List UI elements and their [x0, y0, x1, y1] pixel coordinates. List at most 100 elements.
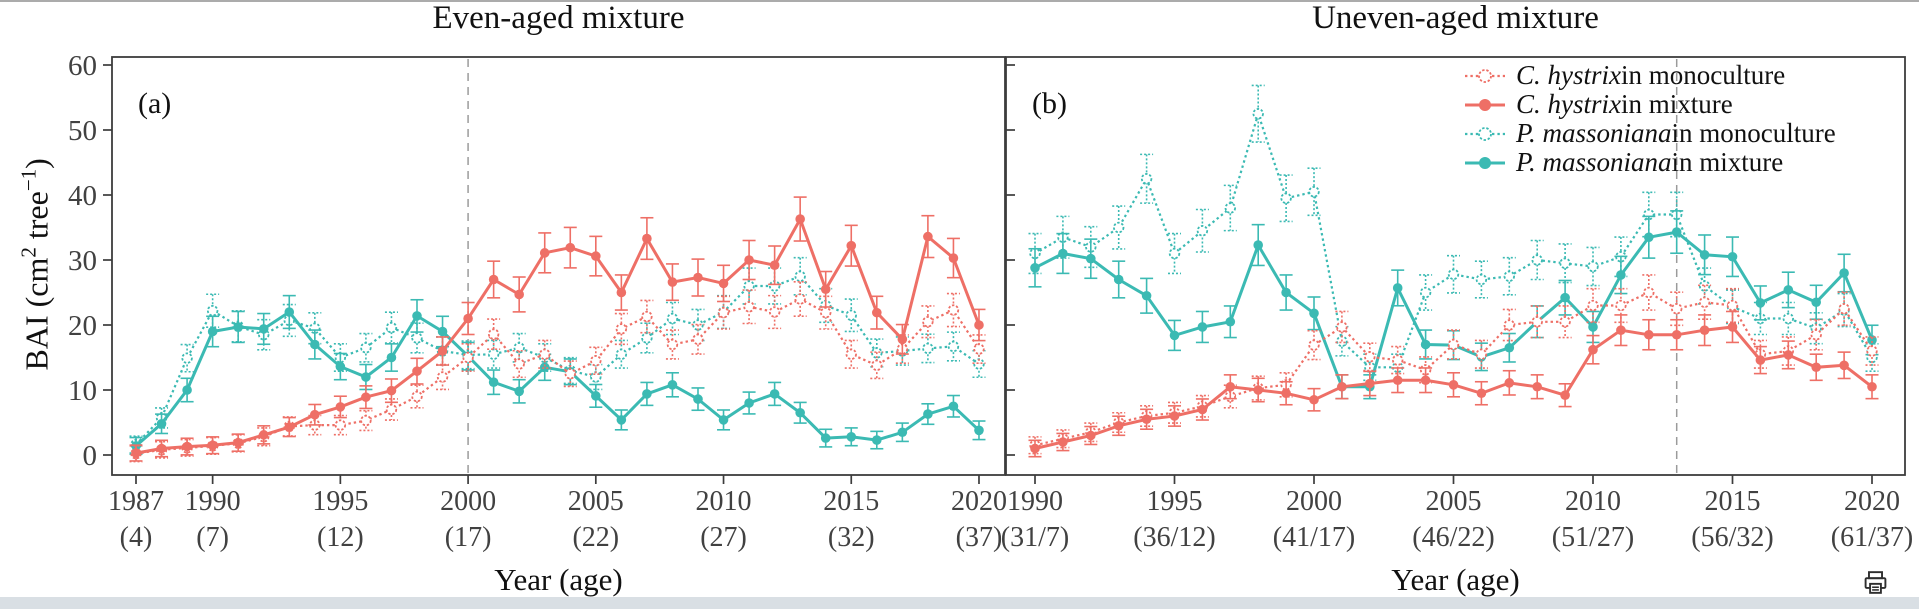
marker-open-circle	[334, 419, 347, 431]
marker-filled-circle	[310, 409, 320, 420]
marker-filled-circle	[616, 415, 627, 425]
panel-b-title: Uneven-aged mixture	[1312, 0, 1599, 36]
marker-open-circle	[1252, 108, 1264, 120]
printer-icon[interactable]	[1862, 569, 1889, 596]
marker-open-circle	[487, 328, 500, 340]
x-tick-age-label: (51/27)	[1552, 522, 1634, 553]
marker-filled-circle	[1392, 283, 1403, 293]
marker-open-circle	[922, 342, 934, 355]
panel-a-letter: (a)	[138, 87, 171, 120]
marker-open-circle	[1559, 316, 1571, 328]
marker-filled-circle	[1058, 248, 1068, 259]
y-tick-label: 60	[68, 50, 97, 82]
x-tick-age-label: (56/32)	[1691, 522, 1773, 553]
marker-filled-circle	[1644, 329, 1654, 340]
marker-open-circle	[411, 332, 423, 344]
marker-open-circle	[871, 359, 883, 372]
marker-filled-circle	[1588, 344, 1598, 355]
marker-filled-circle	[514, 386, 524, 397]
series-c-hystrix-in-mixture-panel-a	[129, 196, 986, 462]
chart-legend: C. hystrix in monoculture C. hystrix in m…	[1462, 60, 1836, 177]
marker-filled-circle	[1671, 227, 1682, 237]
marker-filled-circle	[1420, 375, 1431, 386]
marker-filled-circle	[1420, 339, 1431, 350]
x-tick-age-label: (12)	[317, 522, 364, 553]
x-tick-year-label: 2010	[696, 486, 752, 517]
marker-filled-circle	[1783, 285, 1794, 295]
marker-open-circle	[360, 414, 372, 427]
marker-open-circle	[1726, 299, 1739, 312]
marker-filled-circle	[1169, 411, 1180, 421]
series-c-hystrix-in-mixture-panel-b	[1028, 310, 1879, 458]
x-tick-year-label: 2015	[1705, 486, 1761, 517]
x-tick-year-label: 1987	[108, 486, 164, 517]
x-tick-age-label: (61/37)	[1831, 522, 1913, 553]
marker-open-circle	[1475, 273, 1488, 286]
marker-filled-circle	[795, 407, 805, 418]
marker-filled-circle	[1281, 388, 1291, 399]
x-tick-year-label: 2020	[1844, 486, 1900, 517]
marker-filled-circle	[1086, 430, 1096, 441]
marker-filled-circle	[1616, 270, 1626, 280]
marker-filled-circle	[1783, 350, 1794, 360]
marker-filled-circle	[1504, 342, 1515, 353]
marker-filled-circle	[335, 361, 346, 372]
marker-filled-circle	[1392, 375, 1403, 386]
marker-filled-circle	[1030, 443, 1040, 454]
marker-filled-circle	[310, 339, 320, 350]
marker-filled-circle	[1253, 240, 1263, 250]
marker-filled-circle	[974, 320, 984, 330]
marker-filled-circle	[1867, 381, 1877, 392]
x-tick-age-label: (32)	[828, 522, 875, 553]
marker-filled-circle	[1197, 404, 1208, 415]
x-tick-age-label: (27)	[700, 522, 747, 553]
marker-open-circle	[1391, 354, 1404, 366]
marker-open-circle	[641, 310, 653, 323]
marker-open-circle	[1587, 299, 1599, 312]
top-border-line	[0, 0, 1919, 2]
marker-filled-circle	[1225, 381, 1236, 392]
marker-filled-circle	[565, 242, 576, 253]
marker-filled-circle	[769, 389, 780, 399]
marker-filled-circle	[897, 427, 908, 438]
x-tick-age-label: (31/7)	[1001, 522, 1069, 553]
marker-filled-circle	[1281, 287, 1291, 298]
marker-open-circle	[564, 368, 576, 380]
marker-open-circle	[539, 348, 551, 360]
legend-marker-icon	[1465, 68, 1505, 83]
marker-open-circle	[1782, 312, 1795, 325]
marker-filled-circle	[1839, 360, 1849, 371]
marker-filled-circle	[361, 392, 371, 402]
marker-open-circle	[1866, 345, 1878, 357]
x-tick-year-label: 2000	[440, 486, 496, 517]
marker-open-circle	[1503, 270, 1516, 282]
marker-filled-circle	[1086, 253, 1096, 264]
legend-item-p-massoniana-in-mixture: P. massoniana in mixture	[1462, 147, 1836, 177]
marker-open-circle	[641, 332, 653, 344]
marker-open-circle	[743, 280, 755, 292]
marker-filled-circle	[1644, 232, 1654, 243]
y-tick-label: 50	[68, 115, 97, 147]
marker-open-circle	[1531, 254, 1543, 266]
bottom-band	[0, 597, 1919, 609]
y-tick-label: 40	[68, 180, 97, 212]
marker-filled-circle	[156, 443, 167, 454]
marker-filled-circle	[1337, 381, 1347, 392]
series-c-hystrix-in-monoculture-panel-a	[129, 281, 986, 463]
x-tick-year-label: 2005	[1426, 486, 1482, 517]
marker-open-circle	[1838, 303, 1850, 315]
marker-open-circle	[487, 348, 500, 360]
marker-filled-circle	[1727, 251, 1738, 262]
x-tick-year-label: 1990	[185, 486, 241, 517]
marker-filled-circle	[1030, 263, 1040, 273]
marker-filled-circle	[667, 380, 678, 390]
legend-item-c-hystrix-in-monoculture: C. hystrix in monoculture	[1462, 60, 1836, 90]
marker-filled-circle	[744, 255, 754, 265]
marker-filled-circle	[1141, 414, 1152, 425]
marker-open-circle	[1810, 329, 1822, 341]
marker-filled-circle	[1811, 297, 1821, 308]
marker-filled-circle	[1699, 325, 1710, 336]
marker-open-circle	[1336, 321, 1348, 333]
marker-filled-circle	[820, 433, 831, 443]
